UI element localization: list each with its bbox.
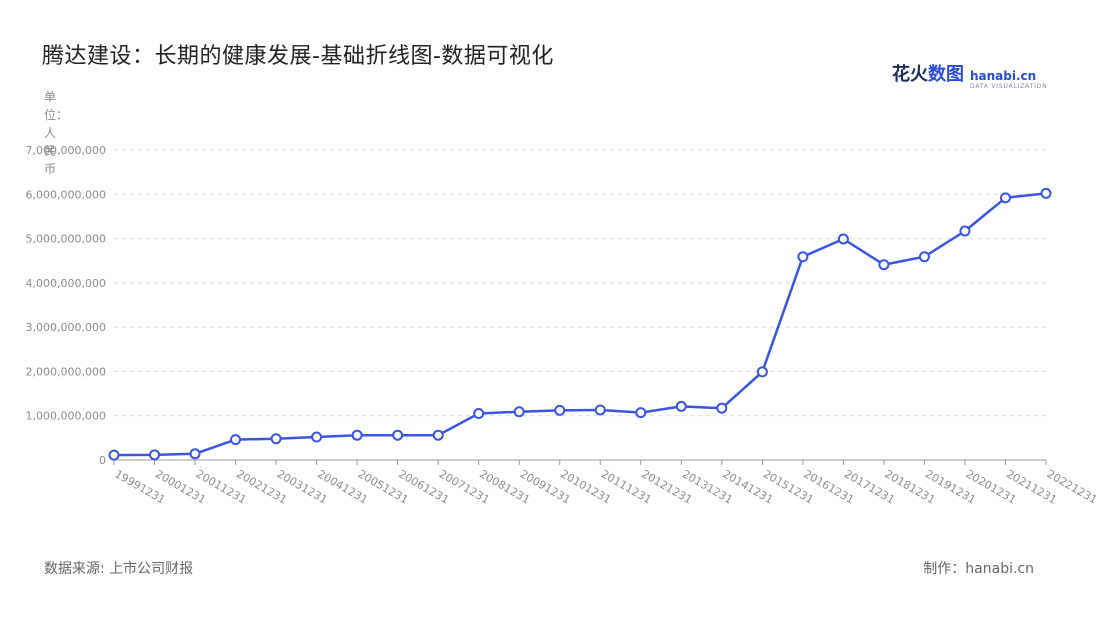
- data-point: [230, 434, 242, 446]
- credit: 制作：hanabi.cn: [923, 561, 1034, 577]
- series-line: [113, 192, 1047, 457]
- data-point: [878, 259, 890, 271]
- data-point: [513, 406, 525, 418]
- data-point: [351, 429, 363, 441]
- y-tick-label: 1,000,000,000: [26, 410, 106, 423]
- data-point: [432, 429, 444, 441]
- logo-en-text: hanabi.cn: [970, 69, 1037, 83]
- y-tick-label: 4,000,000,000: [26, 277, 106, 290]
- data-point: [108, 449, 120, 461]
- data-point: [1040, 187, 1052, 199]
- data-point: [959, 225, 971, 237]
- data-point: [675, 400, 687, 412]
- logo-en-subtitle: DATA VISUALIZATION: [970, 83, 1048, 90]
- data-point: [918, 251, 930, 263]
- brand-logo: 花火数图 hanabi.cn DATA VISUALIZATION: [892, 60, 1047, 90]
- data-point: [270, 433, 282, 445]
- data-point: [311, 431, 323, 443]
- data-point: [797, 251, 809, 263]
- data-point: [554, 404, 566, 416]
- data-point: [594, 404, 606, 416]
- data-point: [392, 429, 404, 441]
- logo-zh-part-a: 花火: [892, 64, 928, 85]
- data-point: [837, 233, 849, 245]
- data-point: [635, 407, 647, 419]
- data-point: [189, 448, 201, 460]
- y-axis-unit-label: 单位：人民币: [44, 90, 69, 176]
- y-tick-label: 2,000,000,000: [26, 365, 106, 378]
- data-point: [716, 402, 728, 414]
- y-tick-label: 7,000,000,000: [26, 144, 106, 157]
- data-source: 数据来源: 上市公司财报: [44, 561, 194, 577]
- y-tick-label: 6,000,000,000: [26, 188, 106, 201]
- y-tick-label: 0: [99, 454, 106, 467]
- data-point: [756, 366, 768, 378]
- y-tick-label: 5,000,000,000: [26, 233, 106, 246]
- logo-zh-part-b: 数图: [928, 64, 964, 85]
- chart-title: 腾达建设：长期的健康发展-基础折线图-数据可视化: [42, 44, 554, 69]
- data-point: [999, 192, 1011, 204]
- data-point: [149, 449, 161, 461]
- y-tick-label: 3,000,000,000: [26, 321, 106, 334]
- data-point: [473, 408, 485, 419]
